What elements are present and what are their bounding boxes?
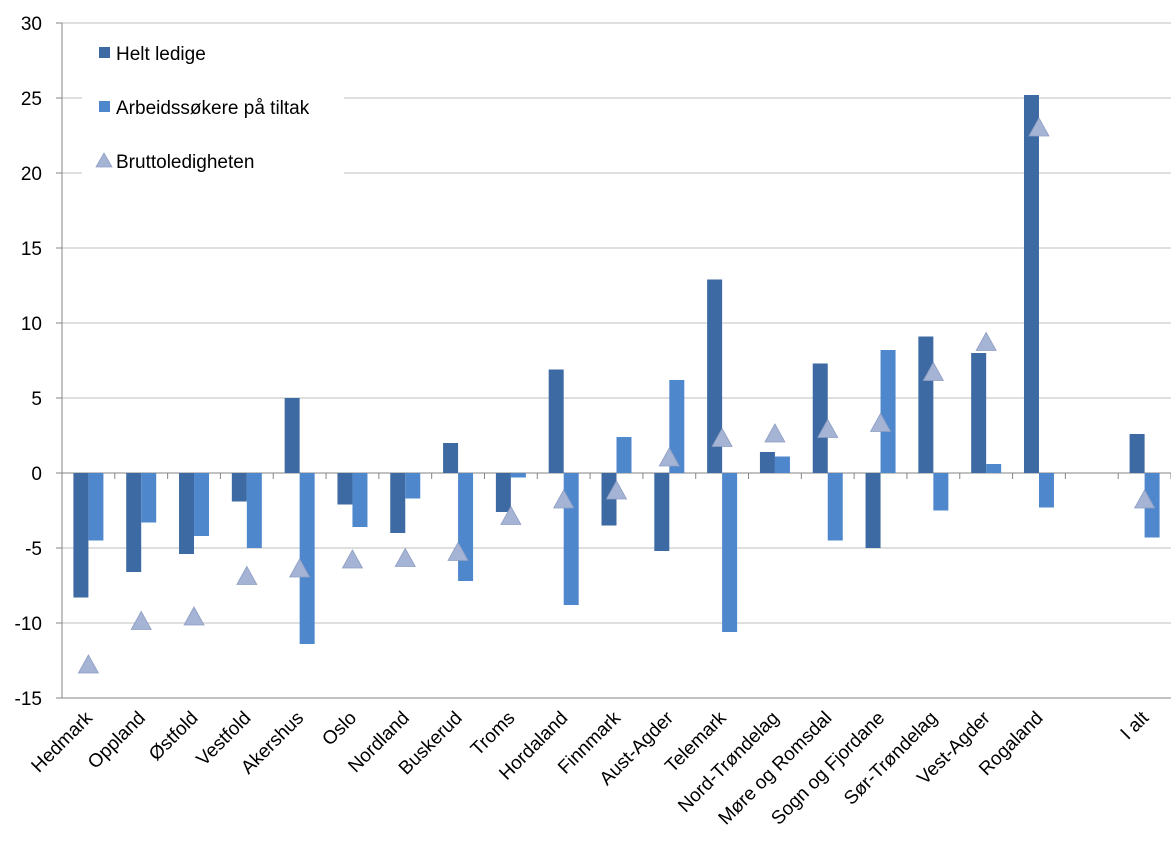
bar-helt-ledige-aust-agder (654, 473, 670, 551)
marker-bruttoledigheten-telemark (711, 427, 733, 447)
x-tick-label: Oslo (319, 708, 361, 750)
bar-helt-ledige-vest-agder (971, 353, 987, 473)
bar-arbeidssøkere-på-tiltak-oppland (141, 473, 157, 523)
markers (77, 117, 1156, 674)
y-tick-label: -10 (15, 614, 42, 635)
marker-bruttoledigheten-sør-trøndelag (922, 361, 945, 381)
x-tick-label: I alt (1117, 707, 1154, 744)
y-tick-label: 25 (21, 89, 42, 110)
marker-bruttoledigheten-akershus (288, 558, 311, 578)
bar-helt-ledige-troms (495, 473, 511, 512)
marker-bruttoledigheten-østfold (183, 606, 205, 626)
y-tick-label: 30 (21, 14, 42, 35)
y-tick-label: 20 (21, 164, 42, 185)
marker-bruttoledigheten-finnmark (605, 480, 628, 500)
y-tick-label: 5 (31, 389, 42, 410)
bar-arbeidssøkere-på-tiltak-hordaland (563, 473, 579, 605)
legend: Helt ledige Arbeidssøkere på tiltak Brutto… (82, 30, 344, 175)
bar-helt-ledige-nordland (390, 473, 406, 533)
bar-arbeidssøkere-på-tiltak-østfold (194, 473, 210, 536)
legend-label-bruttoledigheten: Bruttoledigheten (116, 152, 254, 173)
bar-arbeidssøkere-på-tiltak-troms (510, 473, 526, 478)
legend-swatch-helt-ledige (99, 47, 110, 58)
marker-bruttoledigheten-nordland (394, 547, 416, 567)
y-tick-label: 15 (21, 239, 42, 260)
bar-arbeidssøkere-på-tiltak-telemark (722, 473, 738, 632)
marker-bruttoledigheten-troms (500, 505, 522, 525)
marker-bruttoledigheten-aust-agder (658, 447, 680, 467)
x-tick-label: Oppland (84, 708, 150, 774)
bar-helt-ledige-oslo (337, 473, 353, 505)
marker-bruttoledigheten-vest-agder (975, 331, 997, 351)
legend-swatch-bruttoledigheten (95, 152, 113, 168)
bar-arbeidssøkere-på-tiltak-nordland (405, 473, 421, 499)
bar-helt-ledige-oppland (126, 473, 142, 572)
marker-bruttoledigheten-rogaland (1028, 117, 1050, 137)
bar-arbeidssøkere-på-tiltak-hedmark (88, 473, 104, 541)
bar-helt-ledige-østfold (179, 473, 195, 554)
bar-arbeidssøkere-på-tiltak-buskerud (458, 473, 474, 581)
bar-helt-ledige-akershus (284, 398, 300, 473)
bar-arbeidssøkere-på-tiltak-aust-agder (669, 380, 685, 473)
bar-helt-ledige-nord-trøndelag (759, 452, 775, 473)
legend-background (82, 30, 344, 175)
bar-arbeidssøkere-på-tiltak-rogaland (1038, 473, 1054, 508)
bar-arbeidssøkere-på-tiltak-vest-agder (986, 464, 1002, 473)
legend-label-arbeidssøkere-på-tiltak: Arbeidssøkere på tiltak (116, 98, 310, 119)
x-tick-label: Sør-Trøndelag (840, 708, 942, 810)
y-tick-label: -5 (25, 539, 42, 560)
marker-bruttoledigheten-sogn-og-fjordane (869, 412, 892, 432)
bar-arbeidssøkere-på-tiltak-sør-trøndelag (933, 473, 949, 511)
bar-arbeidssøkere-på-tiltak-sogn-og-fjordane (880, 350, 896, 473)
bar-arbeidssøkere-på-tiltak-vestfold (246, 473, 262, 548)
marker-bruttoledigheten-hedmark (77, 654, 100, 674)
marker-bruttoledigheten-buskerud (447, 541, 469, 561)
bar-arbeidssøkere-på-tiltak-oslo (352, 473, 368, 527)
marker-bruttoledigheten-nord-trøndelag (764, 423, 786, 443)
legend-label-helt-ledige: Helt ledige (116, 44, 206, 65)
bar-helt-ledige-sør-trøndelag (918, 336, 934, 473)
bar-helt-ledige-vestfold (231, 473, 247, 502)
bar-helt-ledige-hedmark (73, 473, 89, 598)
x-tick-label: Hedmark (28, 707, 98, 777)
legend-swatch-arbeidssøkere-på-tiltak (99, 101, 110, 112)
bar-helt-ledige-rogaland (1023, 95, 1039, 473)
bar-arbeidssøkere-på-tiltak-møre-og-romsdal (827, 473, 843, 541)
marker-bruttoledigheten-møre-og-romsdal (817, 418, 839, 438)
bars (73, 95, 1160, 644)
y-tick-label: -15 (15, 689, 42, 710)
bar-helt-ledige-møre-og-romsdal (812, 363, 828, 473)
bar-helt-ledige-buskerud (443, 443, 459, 473)
bar-arbeidssøkere-på-tiltak-akershus (299, 473, 315, 644)
bar-helt-ledige-telemark (707, 279, 723, 473)
y-tick-label: 0 (31, 464, 42, 485)
bar-helt-ledige-hordaland (548, 369, 564, 473)
marker-bruttoledigheten-vestfold (236, 565, 258, 585)
marker-bruttoledigheten-oppland (130, 610, 152, 630)
marker-bruttoledigheten-hordaland (553, 489, 575, 509)
bar-arbeidssøkere-på-tiltak-nord-trøndelag (774, 456, 790, 473)
bar-arbeidssøkere-på-tiltak-finnmark (616, 437, 632, 473)
bar-helt-ledige-sogn-og-fjordane (865, 473, 881, 548)
bar-helt-ledige-i-alt (1129, 434, 1145, 473)
marker-bruttoledigheten-i-alt (1133, 489, 1156, 509)
marker-bruttoledigheten-oslo (341, 549, 364, 569)
y-tick-label: 10 (21, 314, 42, 335)
